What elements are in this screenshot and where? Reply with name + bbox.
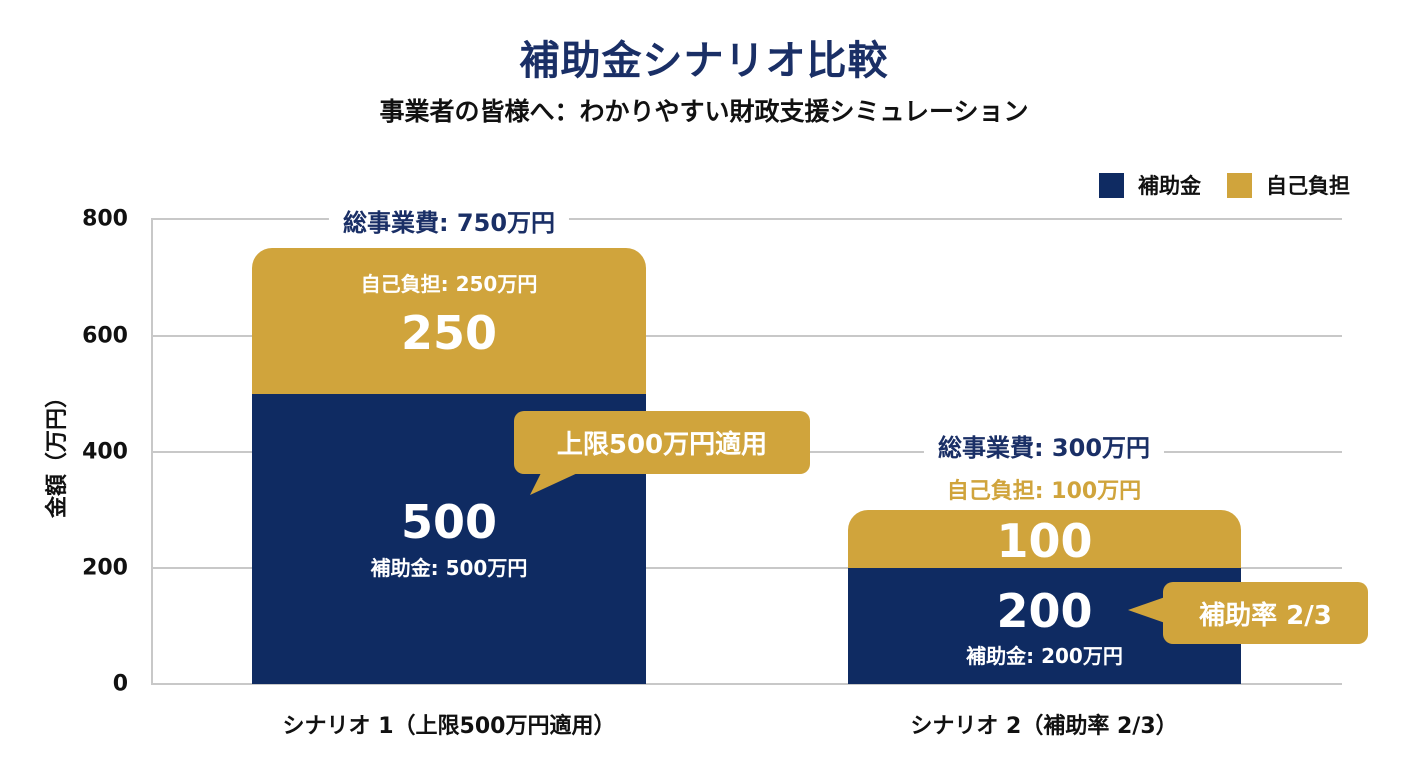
subsidy-value-scenario-2: 200 — [996, 584, 1093, 638]
self-value-scenario-2: 100 — [996, 514, 1093, 568]
callout-tail-scenario-2-icon — [1128, 596, 1168, 624]
ytick-600: 600 — [82, 323, 128, 349]
subsidy-label-scenario-2: 補助金: 200万円 — [966, 644, 1123, 668]
bar-self-scenario-1: 自己負担: 250万円 250 — [252, 248, 646, 394]
self-label-scenario-2: 自己負担: 100万円 — [946, 479, 1142, 504]
ytick-0: 0 — [112, 671, 128, 697]
legend-label-subsidy: 補助金 — [1138, 174, 1201, 198]
gridline-800 — [151, 218, 1342, 220]
bar-self-scenario-2: 100 — [848, 510, 1241, 568]
self-label-scenario-1: 自己負担: 250万円 — [360, 272, 538, 296]
legend-swatch-subsidy-icon — [1099, 172, 1124, 198]
subsidy-label-scenario-1: 補助金: 500万円 — [370, 556, 528, 580]
gridline-200 — [151, 567, 1342, 569]
self-value-scenario-1: 250 — [400, 306, 498, 360]
callout-scenario-1: 上限500万円適用 — [514, 411, 810, 474]
x-label-scenario-1: シナリオ 1（上限500万円適用） — [282, 714, 616, 739]
legend: 補助金 自己負担 — [1099, 170, 1350, 200]
gridline-0 — [151, 683, 1342, 685]
subsidy-value-scenario-1: 500 — [400, 495, 498, 549]
legend-swatch-self-icon — [1227, 172, 1252, 198]
y-axis-line — [151, 219, 153, 685]
total-label-scenario-2: 総事業費: 300万円 — [923, 428, 1165, 463]
x-label-scenario-2: シナリオ 2（補助率 2/3） — [910, 714, 1178, 739]
chart-subtitle: 事業者の皆様へ：わかりやすい財政支援シミュレーション — [379, 97, 1029, 126]
ytick-400: 400 — [82, 439, 128, 465]
legend-label-self: 自己負担 — [1266, 174, 1350, 198]
legend-item-self: 自己負担 — [1227, 170, 1350, 200]
total-label-scenario-1: 総事業費: 750万円 — [328, 203, 570, 238]
legend-item-subsidy: 補助金 — [1099, 170, 1201, 200]
chart-title: 補助金シナリオ比較 — [519, 38, 889, 84]
callout-scenario-2: 補助率 2/3 — [1163, 582, 1368, 644]
y-axis-label: 金額（万円） — [45, 385, 70, 519]
gridline-600 — [151, 335, 1342, 337]
ytick-200: 200 — [82, 555, 128, 581]
ytick-800: 800 — [82, 206, 128, 232]
